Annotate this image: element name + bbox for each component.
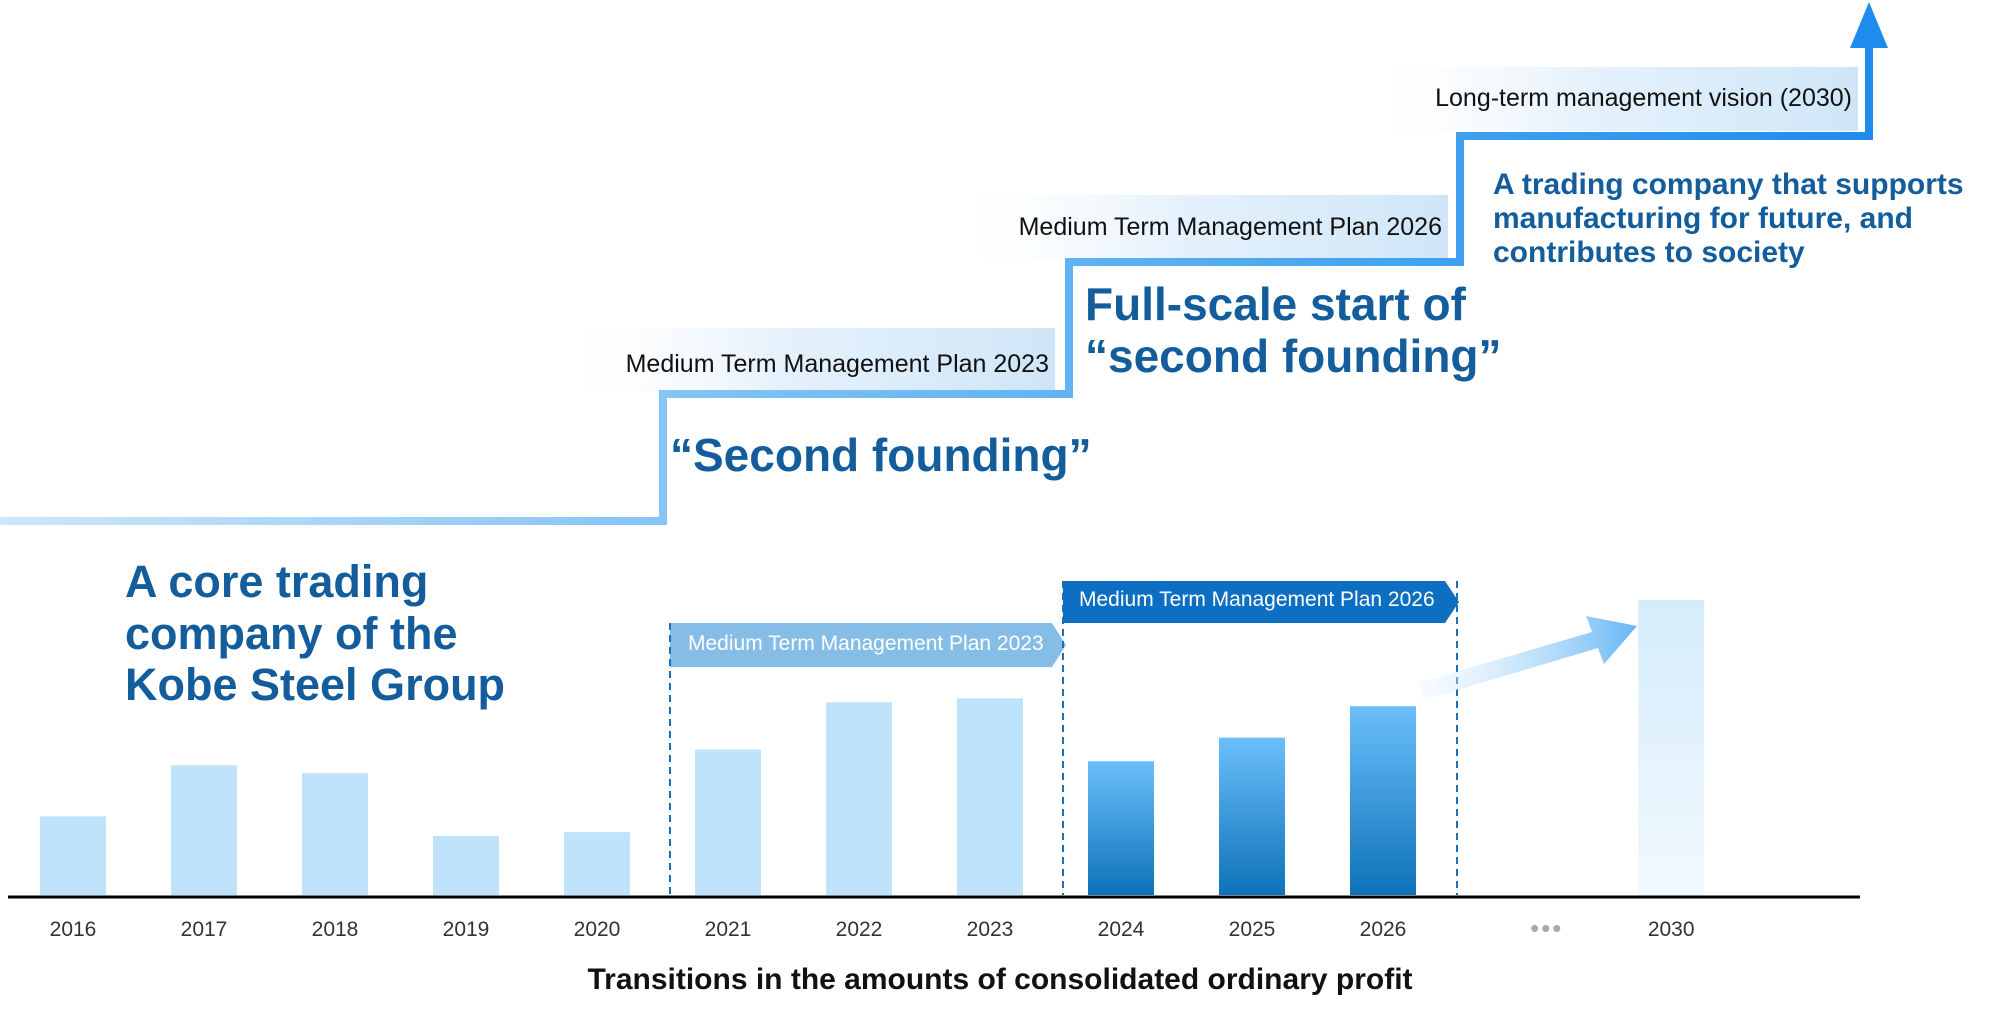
bar-2019 xyxy=(433,836,499,895)
vision-heading-line-2: manufacturing for future, and xyxy=(1493,202,1913,235)
x-tick-label-2016: 2016 xyxy=(50,918,97,941)
bar-2026 xyxy=(1350,706,1416,895)
x-tick-label-2019: 2019 xyxy=(443,918,490,941)
vision-heading: A trading company that supports manufact… xyxy=(1493,168,1964,269)
x-tick-label-2022: 2022 xyxy=(836,918,883,941)
x-tick-label-2017: 2017 xyxy=(181,918,228,941)
full-scale-heading-line-2: “second founding” xyxy=(1085,330,1502,382)
staircase-arrowhead-icon xyxy=(1850,2,1888,48)
full-scale-heading-line-1: Full-scale start of xyxy=(1085,278,1467,330)
bar-2017 xyxy=(171,765,237,895)
core-heading-line-2: company of the xyxy=(125,608,458,659)
vision-heading-line-1: A trading company that supports xyxy=(1493,168,1964,201)
step-label-plan-2026: Medium Term Management Plan 2026 xyxy=(1019,213,1442,241)
step-band-vision-2030 xyxy=(1348,67,1858,131)
x-tick-label-2021: 2021 xyxy=(705,918,752,941)
x-tick-label-2026: 2026 xyxy=(1360,918,1407,941)
core-heading-line-3: Kobe Steel Group xyxy=(125,659,505,710)
bar-2030 xyxy=(1638,600,1705,895)
x-tick-label-2018: 2018 xyxy=(312,918,359,941)
x-tick-label-2030: 2030 xyxy=(1648,918,1695,941)
step-label-plan-2023: Medium Term Management Plan 2023 xyxy=(626,350,1049,378)
chart-caption: Transitions in the amounts of consolidat… xyxy=(587,963,1412,996)
step-band-plan-2023 xyxy=(545,328,1055,392)
second-founding-heading: “Second founding” xyxy=(670,429,1092,481)
plan-2023-header-arrow xyxy=(670,623,1066,667)
bar-2021 xyxy=(695,749,761,895)
x-axis-labels: 2016 2017 2018 2019 2020 2021 2022 2023 2024 2025… xyxy=(50,913,1695,943)
full-scale-heading: Full-scale start of “second founding” xyxy=(1085,278,1502,382)
bar-series xyxy=(40,600,1705,895)
x-tick-label-2023: 2023 xyxy=(967,918,1014,941)
plan-2023-header-label: Medium Term Management Plan 2023 xyxy=(688,632,1044,655)
plan-2026-header-arrow xyxy=(1063,581,1459,623)
bar-2024 xyxy=(1088,761,1154,895)
step-label-vision-2030: Long-term management vision (2030) xyxy=(1435,84,1852,112)
step-band-plan-2026 xyxy=(938,195,1448,259)
vision-heading-line-3: contributes to society xyxy=(1493,236,1805,269)
bar-2023 xyxy=(957,698,1023,895)
bar-2018 xyxy=(302,773,368,895)
bar-2020 xyxy=(564,832,630,895)
bar-2016 xyxy=(40,816,106,895)
x-tick-label-2025: 2025 xyxy=(1229,918,1276,941)
x-tick-label-2024: 2024 xyxy=(1098,918,1145,941)
bar-2022 xyxy=(826,702,892,895)
core-company-heading: A core trading company of the Kobe Steel… xyxy=(125,556,505,710)
bar-2025 xyxy=(1219,737,1285,895)
core-heading-line-1: A core trading xyxy=(125,556,428,607)
growth-arrow-icon xyxy=(1418,616,1637,700)
x-axis-ellipsis: ••• xyxy=(1530,913,1563,943)
plan-2026-header-label: Medium Term Management Plan 2026 xyxy=(1079,588,1435,611)
growth-staircase-line xyxy=(0,30,1873,525)
x-tick-label-2020: 2020 xyxy=(574,918,621,941)
